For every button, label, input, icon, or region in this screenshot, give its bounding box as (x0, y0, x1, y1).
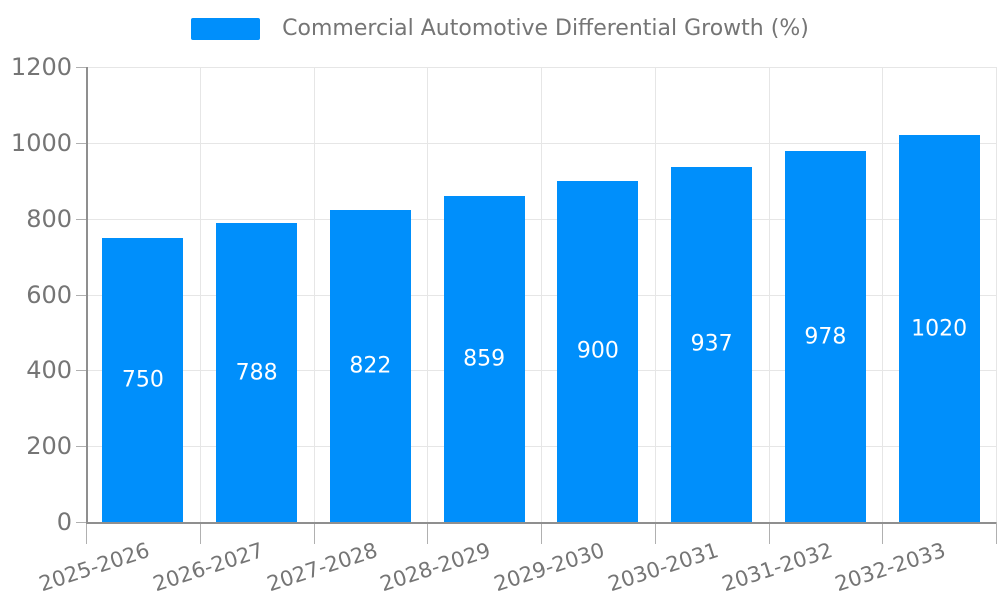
bar-value-label: 859 (463, 346, 506, 372)
y-axis-tick (76, 218, 86, 220)
x-axis-line (86, 522, 996, 524)
x-axis-tick-label: 2032-2033 (832, 538, 949, 597)
bar-2031-2032[interactable] (784, 151, 866, 522)
v-gridline (541, 67, 542, 522)
y-axis-tick-label: 200 (26, 432, 72, 461)
x-axis-tick (541, 522, 542, 544)
x-axis-tick-label: 2025-2026 (36, 538, 153, 597)
v-gridline (882, 67, 884, 522)
x-axis-tick-label: 2027-2028 (263, 538, 381, 597)
v-gridline (199, 67, 201, 522)
x-axis-tick-label: 2028-2029 (377, 538, 494, 597)
y-axis-tick-label: 800 (26, 204, 72, 233)
bar-2025-2026[interactable] (102, 237, 184, 522)
y-axis-tick (76, 370, 86, 372)
x-axis-tick (882, 522, 884, 544)
v-gridline (768, 67, 770, 522)
y-axis-tick (76, 522, 86, 523)
v-gridline (427, 67, 429, 522)
legend-marker-swatch (191, 17, 261, 40)
bar-2029-2030[interactable] (557, 180, 639, 522)
y-axis-tick-label: 1200 (10, 53, 72, 81)
bar-2030-2031[interactable] (671, 166, 753, 522)
bar-2026-2027[interactable] (216, 223, 298, 522)
x-axis-tick (996, 522, 997, 544)
y-axis-tick-label: 600 (26, 280, 72, 309)
y-axis-tick-label: 0 (56, 508, 72, 536)
v-gridline (313, 67, 315, 522)
v-gridline (996, 67, 997, 522)
chart-legend[interactable]: Commercial Automotive Differential Growt… (0, 16, 1000, 41)
x-axis-tick-label: 2029-2030 (491, 538, 608, 597)
bar-value-label: 750 (121, 367, 164, 393)
x-axis-tick (768, 522, 770, 544)
y-axis-tick-label: 400 (26, 356, 72, 385)
x-axis-tick (199, 522, 201, 544)
bar-value-label: 1020 (911, 316, 968, 342)
bar-2027-2028[interactable] (329, 210, 411, 522)
x-axis-tick-label: 2030-2031 (605, 538, 722, 597)
x-axis-tick (427, 522, 429, 544)
y-axis-tick-label: 1000 (10, 128, 72, 157)
y-axis-tick (76, 142, 86, 144)
legend-series-label: Commercial Automotive Differential Growt… (282, 16, 809, 41)
bar-2028-2029[interactable] (443, 196, 525, 522)
y-axis-line (86, 67, 88, 524)
x-axis-tick-label: 2026-2027 (150, 538, 267, 597)
bar-value-label: 900 (576, 338, 619, 364)
bar-value-label: 822 (349, 353, 392, 379)
x-axis-tick (313, 522, 315, 544)
bar-value-label: 937 (690, 331, 733, 357)
y-axis-tick (76, 446, 86, 448)
x-axis-tick-label: 2031-2032 (718, 538, 836, 597)
x-axis-tick (86, 522, 87, 544)
bar-value-label: 788 (235, 360, 278, 386)
v-gridline (654, 67, 656, 522)
bar-value-label: 978 (804, 324, 847, 350)
y-axis-tick (76, 67, 86, 68)
y-axis-tick (76, 294, 86, 296)
bar-2032-2033[interactable] (898, 135, 980, 522)
x-axis-tick (654, 522, 656, 544)
